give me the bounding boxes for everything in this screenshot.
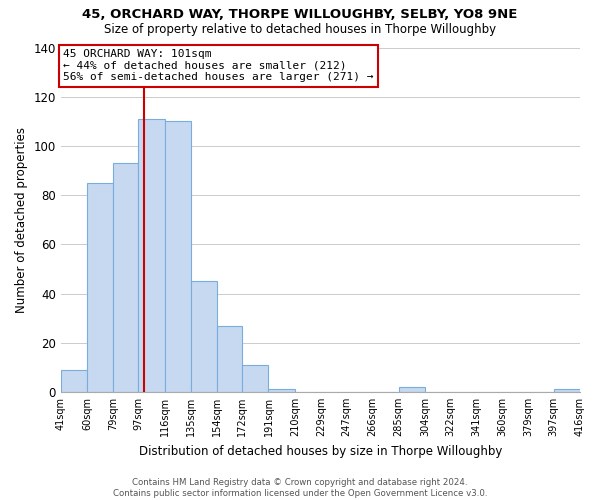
Bar (398, 387, 425, 392)
Y-axis label: Number of detached properties: Number of detached properties (15, 126, 28, 312)
Bar (217, 326, 242, 392)
Bar (61, 370, 87, 392)
X-axis label: Distribution of detached houses by size in Thorpe Willoughby: Distribution of detached houses by size … (139, 444, 502, 458)
Bar (268, 390, 295, 392)
Bar (87, 183, 113, 392)
Text: 45 ORCHARD WAY: 101sqm
← 44% of detached houses are smaller (212)
56% of semi-de: 45 ORCHARD WAY: 101sqm ← 44% of detached… (64, 49, 374, 82)
Text: Contains HM Land Registry data © Crown copyright and database right 2024.
Contai: Contains HM Land Registry data © Crown c… (113, 478, 487, 498)
Text: Size of property relative to detached houses in Thorpe Willoughby: Size of property relative to detached ho… (104, 22, 496, 36)
Bar (164, 122, 191, 392)
Bar (554, 390, 580, 392)
Text: 45, ORCHARD WAY, THORPE WILLOUGHBY, SELBY, YO8 9NE: 45, ORCHARD WAY, THORPE WILLOUGHBY, SELB… (82, 8, 518, 20)
Bar (242, 365, 268, 392)
Bar (139, 119, 164, 392)
Bar (113, 163, 139, 392)
Bar (191, 281, 217, 392)
